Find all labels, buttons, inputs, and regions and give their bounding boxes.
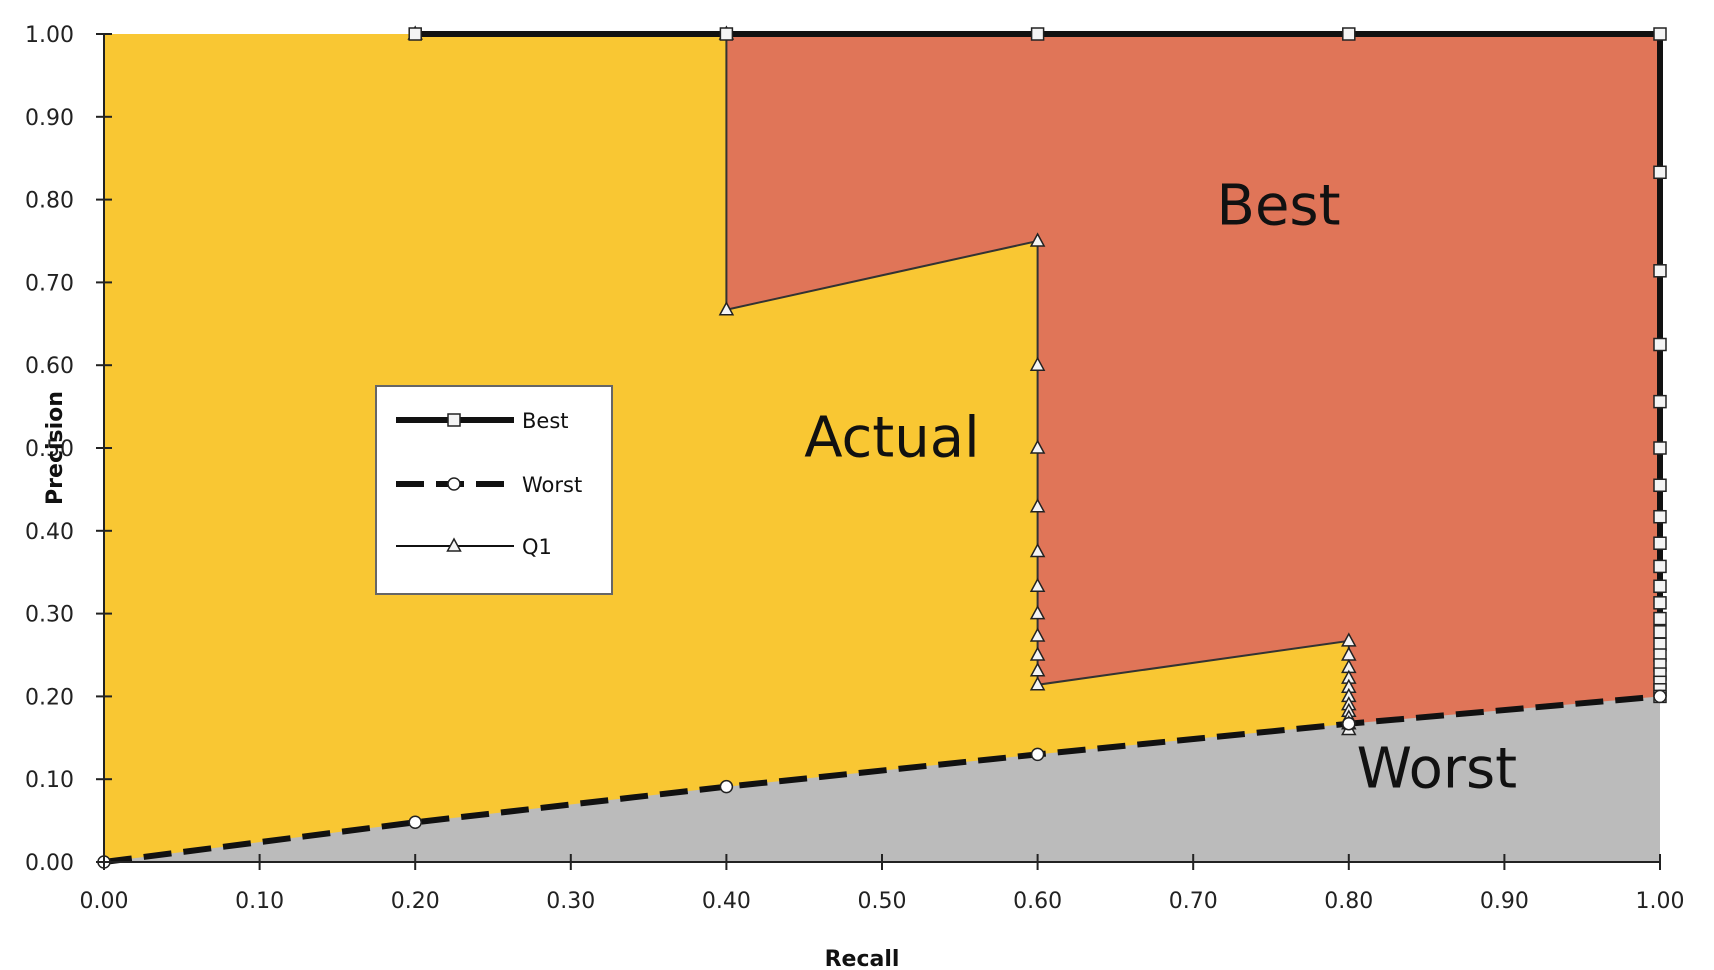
best-point [1653, 579, 1667, 594]
legend-label-worst: Worst [522, 473, 582, 497]
legend-label-best: Best [522, 409, 569, 433]
x-tick-label: 1.00 [1636, 889, 1685, 914]
q1-point [1341, 632, 1357, 647]
q1-point [1029, 627, 1046, 642]
x-tick-label: 0.20 [391, 889, 440, 914]
region-labels: Best Actual Worst [804, 173, 1517, 801]
q1-point [1029, 232, 1046, 247]
x-tick-label: 0.50 [858, 889, 907, 914]
legend-label-q1: Q1 [522, 535, 552, 559]
best-point [408, 27, 422, 41]
q1-point [1029, 542, 1046, 558]
x-tick-label: 0.30 [546, 889, 595, 914]
x-tick-label: 0.80 [1324, 889, 1373, 914]
best-point [1653, 625, 1667, 639]
legend: Best Worst Q1 [375, 385, 613, 595]
y-tick-label: 0.70 [25, 271, 74, 296]
x-tick-label: 0.70 [1169, 889, 1218, 914]
best-point [1653, 441, 1667, 455]
region-fills [104, 34, 1660, 862]
worst-region [104, 696, 1660, 862]
series-markers [97, 25, 1667, 869]
q1-point [1029, 439, 1046, 454]
y-tick-label: 0.10 [25, 768, 74, 793]
best-point [1653, 509, 1667, 524]
legend-marker-best [447, 413, 461, 427]
x-tick-label: 0.40 [702, 889, 751, 914]
q1-point [1029, 356, 1046, 371]
x-tick-label: 0.10 [235, 889, 284, 914]
q1-point [1029, 498, 1046, 513]
worst-point [1030, 747, 1045, 762]
q1-point [1029, 605, 1046, 620]
region-label-actual: Actual [804, 405, 979, 470]
q1-point [1029, 577, 1046, 593]
y-tick-label: 1.00 [25, 23, 74, 48]
best-point [1342, 27, 1356, 41]
worst-point [408, 815, 422, 830]
y-tick-label: 0.90 [25, 106, 74, 131]
q1-point [1029, 676, 1046, 691]
y-tick-label: 0.00 [25, 851, 74, 876]
axes: 0.00 0.10 0.20 0.30 0.40 0.50 0.60 0.70 0.80 0.90… [25, 23, 1684, 970]
region-label-best: Best [1217, 173, 1341, 238]
best-point [1653, 337, 1667, 352]
q1-point [1029, 646, 1046, 661]
y-tick-label: 0.20 [25, 685, 74, 710]
best-point [1653, 478, 1667, 493]
best-point [719, 27, 734, 41]
worst-point [1342, 716, 1356, 731]
best-point [1653, 264, 1667, 278]
best-point [1653, 165, 1667, 180]
worst-line [103, 693, 1661, 865]
x-tick-label: 0.90 [1480, 889, 1529, 914]
best-point [1653, 536, 1667, 550]
best-point [1653, 611, 1667, 626]
best-point [1653, 559, 1667, 574]
legend-marker-q1 [446, 537, 462, 552]
best-point [1653, 596, 1667, 610]
q1-point [718, 301, 735, 316]
q1-point [1029, 662, 1046, 677]
best-point [1030, 27, 1045, 41]
worst-point [719, 779, 734, 794]
x-tick-label: 0.60 [1013, 889, 1062, 914]
y-tick-label: 0.30 [25, 603, 74, 628]
y-axis-title: Precision [43, 391, 68, 505]
y-tick-label: 0.80 [25, 189, 74, 214]
best-point [1653, 27, 1667, 41]
best-region [726, 34, 1660, 730]
x-tick-label: 0.00 [80, 889, 129, 914]
y-tick-label: 0.50 [25, 437, 74, 462]
y-tick-label: 0.60 [25, 354, 74, 379]
best-point [1653, 394, 1667, 409]
x-axis-title: Recall [825, 947, 900, 970]
legend-marker-worst [447, 477, 461, 491]
worst-point [1653, 689, 1667, 704]
region-label-worst: Worst [1357, 736, 1518, 801]
y-tick-label: 0.40 [25, 520, 74, 545]
